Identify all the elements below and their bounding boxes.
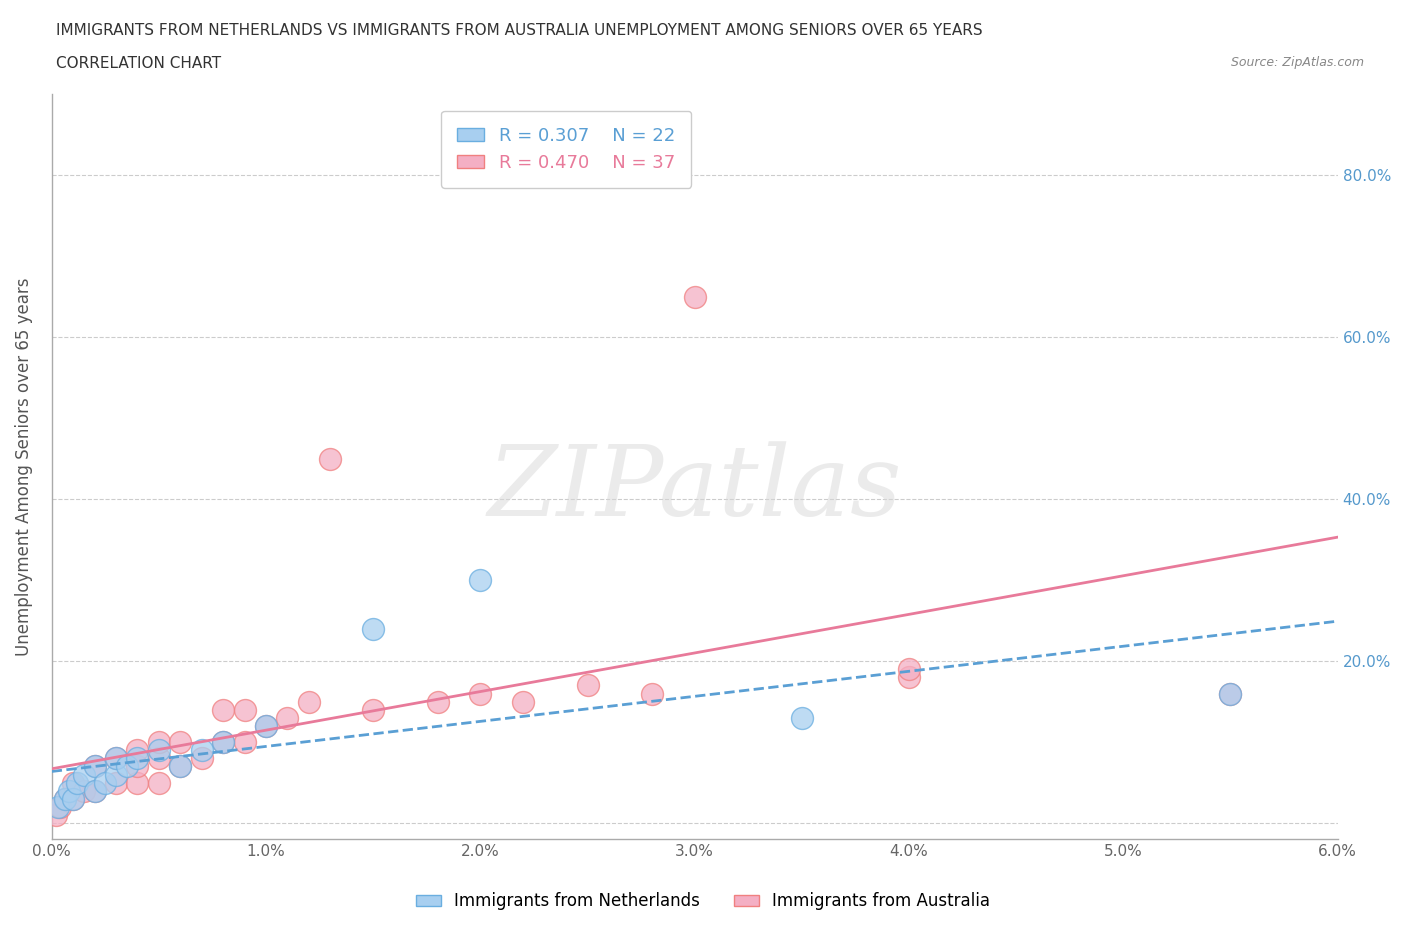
Point xyxy=(115,759,138,774)
Point xyxy=(53,791,76,806)
Point xyxy=(212,735,235,750)
Point xyxy=(62,776,84,790)
Point xyxy=(66,776,89,790)
Point xyxy=(94,776,117,790)
Point xyxy=(127,743,149,758)
Point xyxy=(169,759,191,774)
Point xyxy=(105,751,128,765)
Point xyxy=(790,711,813,725)
Point xyxy=(641,686,664,701)
Point xyxy=(1219,686,1241,701)
Point xyxy=(169,759,191,774)
Point xyxy=(49,800,72,815)
Point xyxy=(148,776,170,790)
Point xyxy=(233,702,256,717)
Point xyxy=(83,759,105,774)
Point xyxy=(83,783,105,798)
Point xyxy=(73,767,96,782)
Point xyxy=(512,694,534,709)
Point xyxy=(470,573,492,588)
Y-axis label: Unemployment Among Seniors over 65 years: Unemployment Among Seniors over 65 years xyxy=(15,277,32,656)
Legend: R = 0.307    N = 22, R = 0.470    N = 37: R = 0.307 N = 22, R = 0.470 N = 37 xyxy=(441,111,692,188)
Point xyxy=(53,791,76,806)
Point xyxy=(169,735,191,750)
Point xyxy=(46,800,69,815)
Point xyxy=(105,767,128,782)
Point xyxy=(191,743,214,758)
Point xyxy=(127,751,149,765)
Point xyxy=(45,807,67,822)
Point xyxy=(276,711,298,725)
Point xyxy=(148,735,170,750)
Point xyxy=(148,751,170,765)
Point xyxy=(898,662,921,677)
Text: ZIPatlas: ZIPatlas xyxy=(488,442,901,537)
Point xyxy=(361,621,384,636)
Point xyxy=(254,719,277,734)
Point xyxy=(73,783,96,798)
Point xyxy=(62,791,84,806)
Point xyxy=(212,702,235,717)
Point xyxy=(62,791,84,806)
Legend: Immigrants from Netherlands, Immigrants from Australia: Immigrants from Netherlands, Immigrants … xyxy=(409,885,997,917)
Point xyxy=(233,735,256,750)
Point xyxy=(361,702,384,717)
Point xyxy=(576,678,599,693)
Point xyxy=(298,694,321,709)
Point xyxy=(426,694,449,709)
Point xyxy=(319,451,342,466)
Point xyxy=(470,686,492,701)
Point xyxy=(127,776,149,790)
Point xyxy=(127,759,149,774)
Point xyxy=(254,719,277,734)
Point xyxy=(1219,686,1241,701)
Text: Source: ZipAtlas.com: Source: ZipAtlas.com xyxy=(1230,56,1364,69)
Point xyxy=(58,783,80,798)
Point xyxy=(191,751,214,765)
Point xyxy=(148,743,170,758)
Point xyxy=(105,776,128,790)
Point xyxy=(83,759,105,774)
Text: IMMIGRANTS FROM NETHERLANDS VS IMMIGRANTS FROM AUSTRALIA UNEMPLOYMENT AMONG SENI: IMMIGRANTS FROM NETHERLANDS VS IMMIGRANT… xyxy=(56,23,983,38)
Point xyxy=(105,751,128,765)
Point xyxy=(212,735,235,750)
Text: CORRELATION CHART: CORRELATION CHART xyxy=(56,56,221,71)
Point xyxy=(683,289,706,304)
Point xyxy=(898,670,921,684)
Point xyxy=(83,783,105,798)
